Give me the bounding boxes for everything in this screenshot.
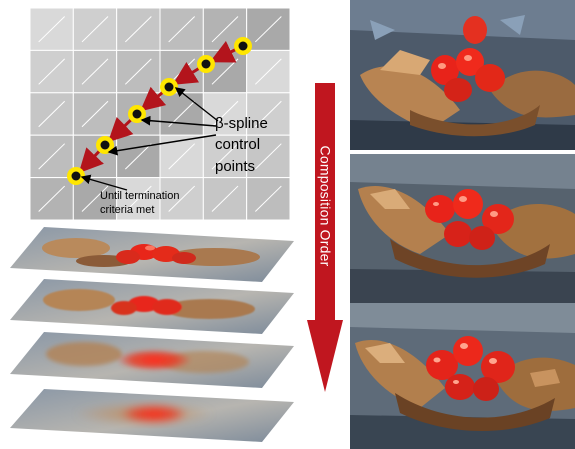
grid-cell-stroke — [211, 100, 239, 128]
spline-label-line-1: β-spline — [215, 115, 268, 132]
grid-cell — [30, 92, 74, 136]
grid-cell-stroke — [81, 58, 109, 85]
composition-order-label: Composition Order — [317, 145, 334, 267]
spline-label-line-3: points — [215, 158, 255, 175]
grid-cell — [246, 92, 290, 136]
grid-cell-stroke — [38, 16, 66, 43]
grid-cells — [30, 8, 290, 220]
grid-cell-stroke — [168, 16, 196, 43]
stroke-layer-3 — [10, 332, 294, 388]
painting-coarse — [350, 0, 575, 150]
grid-cell-stroke — [168, 185, 196, 212]
grid-cell-stroke — [211, 185, 239, 212]
grid-cell-stroke — [211, 16, 239, 43]
label-pointers — [80, 87, 219, 191]
grid-cell-stroke — [254, 58, 282, 85]
grid-cell-stroke — [124, 185, 152, 212]
grid-cell-stroke — [254, 16, 282, 43]
stroke-layer-4 — [10, 389, 294, 442]
composition-order-arrow — [307, 83, 343, 392]
grid-cell-stroke — [254, 143, 282, 170]
grid-cell-stroke — [124, 16, 152, 43]
termination-label: Until termination criteria met — [100, 190, 183, 216]
grid-cell-stroke — [38, 100, 66, 128]
grid-cell-stroke — [124, 143, 152, 170]
control-point-center — [132, 109, 142, 119]
grid-cell-stroke — [38, 185, 66, 212]
grid-panel: β-spline control points Until terminatio… — [30, 8, 290, 220]
grid-cell-stroke — [211, 143, 239, 170]
grid-cell-stroke — [38, 58, 66, 85]
control-point-center — [71, 171, 81, 181]
grid-cell-stroke — [254, 100, 282, 128]
painting-medium — [350, 154, 575, 304]
control-point-center — [238, 41, 248, 51]
grid-cell-stroke — [211, 58, 239, 85]
spline-label: β-spline control points — [215, 115, 272, 175]
control-point-center — [100, 140, 110, 150]
grid-cell-stroke — [38, 143, 66, 170]
termination-label-line-1: Until termination — [100, 190, 179, 202]
stroke-layer-1 — [10, 227, 294, 282]
grid-cell-stroke — [254, 185, 282, 212]
control-point-center — [164, 82, 174, 92]
control-point-center — [201, 59, 211, 69]
grid-cell-stroke — [168, 143, 196, 170]
grid-cell-stroke — [81, 100, 109, 128]
spline-label-line-2: control — [215, 136, 260, 153]
grid-cell-stroke — [81, 185, 109, 212]
grid-cell-stroke — [124, 58, 152, 85]
grid-cell-stroke — [81, 16, 109, 43]
stroke-layer-2 — [10, 279, 294, 334]
painting-fine — [350, 303, 575, 449]
termination-label-line-2: criteria met — [100, 204, 154, 216]
stroke-layers — [10, 227, 294, 442]
